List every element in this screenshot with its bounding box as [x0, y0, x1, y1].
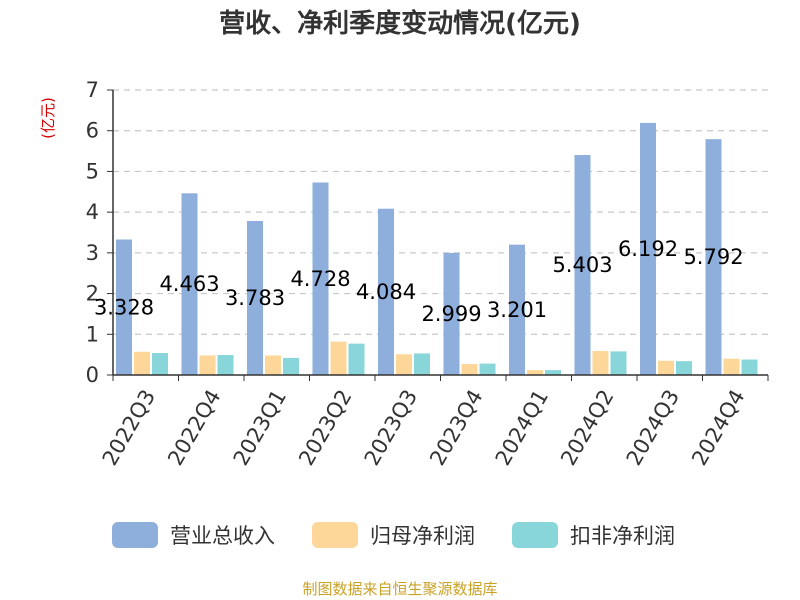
x-tick-label-2024Q3: 2024Q3 [622, 386, 684, 470]
x-tick-label-2023Q4: 2023Q4 [425, 386, 487, 470]
bar-2022Q3-series-2 [134, 351, 150, 375]
data-label-2023Q3: 4.084 [356, 280, 416, 304]
x-tick-label-2022Q3: 2022Q3 [98, 386, 160, 470]
x-tick-label-2024Q4: 2024Q4 [687, 386, 749, 470]
bar-2022Q4-series-3 [217, 355, 234, 375]
x-axis-ticks: 2022Q3 2022Q4 2023Q1 2023Q2 2023Q3 2023Q4 2024… [98, 375, 769, 470]
x-tick-label-2023Q3: 2023Q3 [360, 386, 422, 470]
bar-2022Q4-series-1 [181, 193, 198, 375]
chart-title: 营收、净利季度变动情况(亿元) [219, 8, 581, 39]
bar-2022Q4-series-2 [199, 355, 216, 375]
legend-swatch-3 [512, 522, 558, 548]
bar-2024Q4-series-3 [741, 359, 758, 375]
x-tick-label-2022Q4: 2022Q4 [163, 386, 225, 470]
y-tick-label-4: 4 [86, 200, 99, 224]
y-tick-label-0: 0 [86, 363, 99, 387]
bar-2023Q2-series-3 [348, 343, 365, 375]
x-tick-label-2024Q1: 2024Q1 [491, 386, 553, 470]
bar-2024Q3-series-3 [676, 361, 692, 375]
bars [116, 122, 758, 375]
bar-2023Q3-series-2 [396, 354, 412, 375]
legend: 营业总收入 归母净利润 扣非净利润 [112, 522, 675, 548]
x-tick-label-2024Q2: 2024Q2 [556, 386, 618, 470]
bar-2023Q1-series-1 [247, 220, 263, 375]
y-tick-label-3: 3 [86, 241, 99, 265]
data-label-2022Q3: 3.328 [94, 295, 154, 319]
y-tick-label-2: 2 [86, 282, 99, 306]
data-label-2024Q4: 5.792 [683, 245, 743, 269]
y-tick-label-5: 5 [86, 159, 99, 183]
bar-2024Q2-series-2 [592, 350, 609, 375]
data-label-2023Q1: 3.783 [225, 286, 285, 310]
bar-2024Q2-series-1 [574, 155, 591, 375]
data-label-2024Q3: 6.192 [618, 237, 678, 261]
data-label-2023Q2: 4.728 [290, 267, 350, 291]
bar-2024Q4-series-1 [705, 139, 722, 375]
y-tick-label-7: 7 [86, 78, 99, 102]
legend-swatch-1 [112, 522, 158, 548]
y-tick-label-6: 6 [86, 119, 99, 143]
bar-2023Q4-series-1 [443, 252, 460, 375]
bar-2024Q1-series-3 [545, 370, 561, 375]
legend-label-2: 归母净利润 [370, 524, 475, 548]
legend-label-3: 扣非净利润 [570, 524, 675, 548]
legend-swatch-2 [312, 522, 358, 548]
bar-2022Q3-series-1 [116, 239, 132, 375]
y-axis-ticks: 0 1 2 3 4 5 6 7 [86, 78, 113, 387]
bar-2023Q4-series-3 [479, 363, 496, 375]
axes [112, 90, 768, 376]
bar-2024Q1-series-2 [527, 370, 543, 375]
data-source-note: 制图数据来自恒生聚源数据库 [302, 580, 497, 598]
y-tick-label-1: 1 [86, 322, 99, 346]
bar-2023Q3-series-3 [414, 353, 430, 375]
bar-2023Q1-series-3 [283, 357, 299, 375]
data-label-2024Q1: 3.201 [487, 298, 547, 322]
bar-2024Q4-series-2 [723, 358, 740, 375]
y-axis-label: (亿元) [39, 97, 57, 139]
bar-2023Q2-series-1 [312, 182, 329, 375]
legend-label-1: 营业总收入 [170, 524, 275, 548]
bar-2023Q1-series-2 [265, 355, 281, 375]
bar-2024Q3-series-1 [640, 122, 656, 375]
data-label-2024Q2: 5.403 [552, 253, 612, 277]
data-label-2023Q4: 2.999 [421, 302, 481, 326]
bar-2024Q2-series-3 [610, 351, 627, 375]
data-label-2022Q4: 4.463 [159, 272, 219, 296]
bar-2023Q3-series-1 [378, 208, 394, 375]
bar-2024Q1-series-1 [509, 244, 525, 375]
bar-2023Q2-series-2 [330, 341, 347, 375]
bar-2022Q3-series-3 [152, 353, 168, 375]
bar-2024Q3-series-2 [658, 360, 674, 375]
x-tick-label-2023Q1: 2023Q1 [229, 386, 291, 470]
gridlines [113, 89, 768, 335]
x-tick-label-2023Q2: 2023Q2 [294, 386, 356, 470]
bar-2023Q4-series-2 [461, 364, 478, 375]
